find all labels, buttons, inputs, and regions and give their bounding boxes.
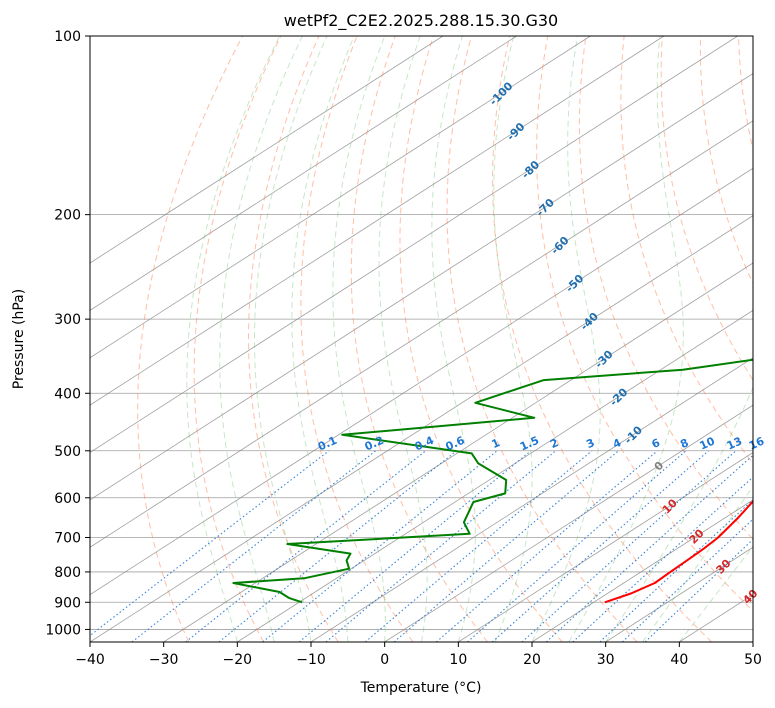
- isotherm-line: [458, 452, 753, 642]
- x-tick-label: 40: [670, 652, 688, 668]
- isotherm-line: [90, 73, 753, 501]
- chart-title: wetPf2_C2E2.2025.288.15.30.G30: [284, 11, 558, 31]
- x-tick-label: 20: [523, 652, 541, 668]
- mixing-ratio-line: [185, 450, 427, 642]
- moist-adiabat: [605, 386, 753, 642]
- dry-adiabat: [446, 36, 638, 642]
- dry-adiabat: [536, 36, 753, 612]
- mixing-ratio-label: 13: [725, 435, 744, 453]
- isotherm-line: [237, 309, 753, 642]
- isotherm-line: [90, 36, 517, 311]
- mixing-ratio-line: [393, 450, 619, 642]
- dewpoint-profile: [232, 358, 753, 604]
- x-tick-label: 50: [744, 652, 762, 668]
- x-tick-label: −30: [149, 652, 179, 668]
- x-tick-label: 10: [449, 652, 467, 668]
- isotherm-line: [90, 215, 753, 642]
- moist-adiabat: [378, 36, 428, 642]
- chart-reference-lines: [90, 36, 753, 642]
- isotherm-line: [163, 262, 753, 642]
- moist-adiabat: [493, 36, 533, 642]
- mixing-ratio-line: [298, 450, 532, 642]
- y-tick-label: 100: [54, 29, 81, 45]
- isotherm-line: [384, 404, 753, 642]
- y-tick-label: 200: [54, 208, 81, 224]
- isotherm-line: [90, 36, 665, 406]
- mixing-ratio-label: 16: [747, 434, 767, 452]
- mixing-ratio-label: 10: [698, 434, 718, 452]
- mixing-ratio-line: [262, 450, 498, 642]
- moist-adiabat: [568, 36, 684, 642]
- x-tick-label: 30: [597, 652, 615, 668]
- mixing-ratio-line: [545, 454, 753, 642]
- dry-adiabat: [578, 36, 753, 540]
- moist-adiabat: [186, 36, 281, 642]
- mixing-ratio-line: [467, 450, 687, 642]
- moist-adiabat: [332, 36, 386, 642]
- mixing-ratio-line: [218, 450, 457, 642]
- y-tick-label: 500: [54, 444, 81, 460]
- y-tick-label: 400: [54, 386, 81, 402]
- dry-adiabat: [399, 36, 563, 642]
- x-tick-label: −10: [296, 652, 326, 668]
- isotherm-line: [90, 36, 591, 359]
- x-tick-label: −40: [75, 652, 105, 668]
- isotherm-line: [531, 499, 753, 642]
- y-tick-label: 800: [54, 565, 81, 581]
- chart-series: [232, 358, 753, 604]
- moist-adiabat: [431, 36, 476, 642]
- mixing-ratio-line: [325, 450, 557, 642]
- dry-adiabat: [620, 36, 753, 465]
- y-tick-label: 600: [54, 491, 81, 507]
- moist-adiabat: [219, 36, 303, 642]
- mixing-ratio-line: [644, 538, 753, 642]
- x-tick-label: 0: [380, 652, 389, 668]
- x-axis-label: Temperature (°C): [360, 680, 482, 696]
- moist-adiabat: [531, 36, 601, 642]
- y-tick-label: 1000: [45, 622, 81, 638]
- dry-adiabat: [350, 36, 488, 642]
- temperature-profile: [604, 499, 753, 604]
- mixing-ratio-line: [521, 450, 737, 642]
- isotherm-line: [90, 36, 444, 264]
- dry-adiabat: [492, 36, 713, 642]
- dry-adiabat: [300, 36, 414, 642]
- plot-frame: [89, 35, 754, 643]
- moist-adiabat: [678, 545, 753, 642]
- y-axis-label: Pressure (hPa): [11, 289, 27, 389]
- dry-adiabat: [660, 36, 753, 382]
- x-tick-label: −20: [223, 652, 253, 668]
- dry-adiabat: [193, 36, 282, 642]
- y-tick-label: 900: [54, 595, 81, 611]
- isotherm-line: [90, 167, 753, 596]
- isotherm-line: [90, 120, 753, 548]
- isotherm-line: [310, 357, 753, 642]
- mixing-ratio-line: [90, 450, 330, 637]
- y-tick-label: 300: [54, 312, 81, 328]
- y-tick-label: 700: [54, 531, 81, 547]
- dry-adiabat: [247, 36, 339, 642]
- moist-adiabat: [291, 36, 355, 642]
- moist-adiabat: [254, 36, 328, 642]
- mixing-ratio-line: [364, 450, 593, 642]
- isotherm-line: [90, 36, 738, 453]
- chart-axes: −40 −30 −20 −10 0 10 20 30 40 50 100 200 300 400 500 60…: [45, 29, 762, 668]
- dry-adiabat: [137, 36, 244, 642]
